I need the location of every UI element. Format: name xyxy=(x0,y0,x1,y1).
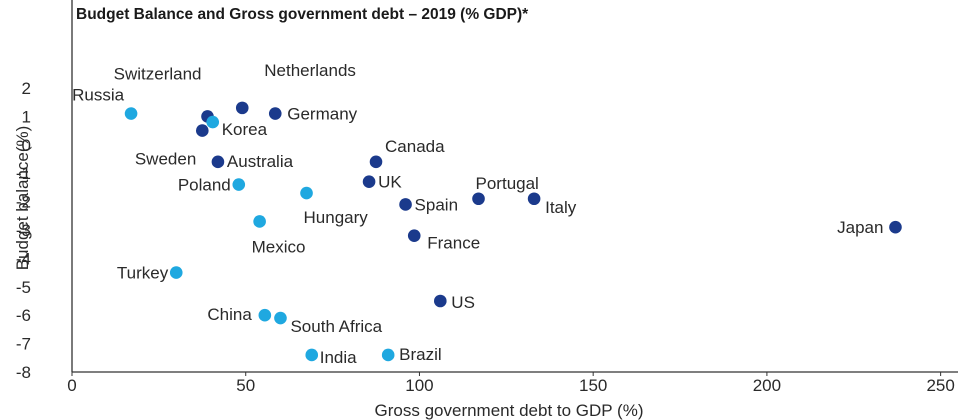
y-tick-label: -2 xyxy=(16,193,31,212)
point-label-italy: Italy xyxy=(545,198,577,217)
y-axis-label: Budget balance(%) xyxy=(13,126,32,271)
point-labels: Switzerland Netherlands Germany Sweden Austr… xyxy=(72,61,883,367)
point-label-sweden: Sweden xyxy=(135,150,196,169)
y-tick-label: -3 xyxy=(16,221,31,240)
point-label-korea: Korea xyxy=(222,120,268,139)
y-tick-label: -6 xyxy=(16,306,31,325)
x-tick-label: 0 xyxy=(67,376,76,395)
point-sweden xyxy=(195,124,209,137)
y-tick-label: -4 xyxy=(16,249,31,268)
chart-title: Budget Balance and Gross government debt… xyxy=(76,6,529,23)
point-portugal xyxy=(472,192,485,206)
point-label-us: US xyxy=(451,293,475,312)
point-netherlands xyxy=(235,101,249,115)
point-russia xyxy=(124,107,138,120)
point-brazil xyxy=(381,348,395,362)
point-italy xyxy=(527,192,541,206)
point-label-hungary: Hungary xyxy=(304,208,369,227)
point-hungary xyxy=(300,186,313,200)
point-label-australia: Australia xyxy=(227,152,294,171)
point-label-turkey: Turkey xyxy=(117,264,169,283)
point-label-brazil: Brazil xyxy=(399,345,442,364)
point-canada xyxy=(369,155,383,169)
y-tick-label: 0 xyxy=(22,136,31,155)
point-south-africa xyxy=(274,311,287,325)
point-label-portugal: Portugal xyxy=(476,174,539,193)
y-tick-label: -5 xyxy=(16,278,31,297)
point-australia xyxy=(211,155,225,169)
x-tick-label: 250 xyxy=(926,376,954,395)
point-france xyxy=(407,229,421,242)
point-label-france: France xyxy=(427,234,480,253)
point-turkey xyxy=(169,266,183,279)
point-label-mexico: Mexico xyxy=(252,237,306,256)
point-label-canada: Canada xyxy=(385,137,445,156)
point-label-russia: Russia xyxy=(72,86,125,105)
point-mexico xyxy=(253,215,266,228)
point-label-china: China xyxy=(207,305,252,324)
data-points xyxy=(124,101,902,362)
y-tick-label: -7 xyxy=(16,335,31,354)
y-tick-label: 2 xyxy=(22,79,31,98)
y-tick-label: 1 xyxy=(22,107,31,126)
point-label-netherlands: Netherlands xyxy=(264,61,356,80)
point-spain xyxy=(399,198,412,211)
point-label-uk: UK xyxy=(378,173,402,192)
x-tick-label: 200 xyxy=(753,376,781,395)
x-tick-label: 50 xyxy=(236,376,255,395)
point-poland xyxy=(232,178,246,191)
point-label-poland: Poland xyxy=(178,176,231,195)
point-us xyxy=(433,294,447,308)
point-india xyxy=(305,348,319,362)
point-label-south-africa: South Africa xyxy=(290,317,382,336)
point-uk xyxy=(362,175,376,189)
point-label-india: India xyxy=(320,348,357,367)
point-china xyxy=(258,308,272,322)
point-label-germany: Germany xyxy=(287,105,357,124)
y-tick-label: -8 xyxy=(16,363,31,382)
point-korea xyxy=(206,115,220,129)
point-label-switzerland: Switzerland xyxy=(114,64,202,83)
point-label-spain: Spain xyxy=(415,195,458,214)
point-japan xyxy=(889,220,902,234)
x-tick-label: 150 xyxy=(579,376,607,395)
axes xyxy=(71,0,958,376)
point-germany xyxy=(268,107,282,120)
tick-labels: 0 50 100 150 200 250 2 1 0 -1 -2 -3 -4 -5 -6 -7 -8 xyxy=(16,79,955,395)
y-tick-label: -1 xyxy=(16,164,31,183)
x-tick-label: 100 xyxy=(405,376,433,395)
x-axis-label: Gross government debt to GDP (%) xyxy=(375,401,644,420)
point-label-japan: Japan xyxy=(837,218,883,237)
